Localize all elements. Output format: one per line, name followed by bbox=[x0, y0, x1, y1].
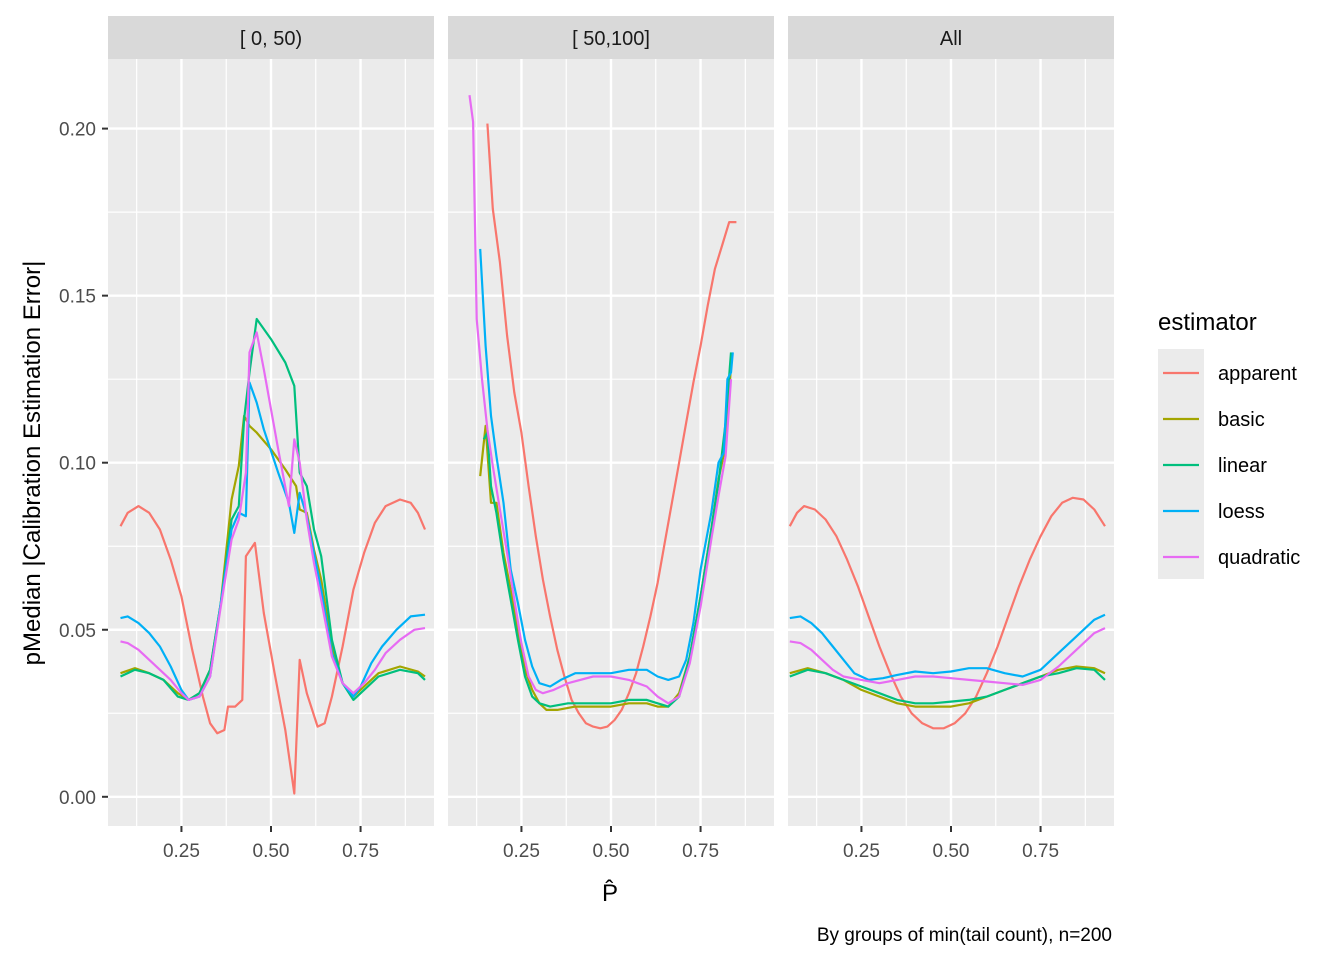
caption: By groups of min(tail count), n=200 bbox=[817, 925, 1112, 946]
series-line-loess bbox=[479, 248, 734, 688]
y-axis-title: pMedian |Calibration Estimation Error| bbox=[19, 261, 46, 666]
series-lines bbox=[788, 496, 1106, 730]
y-tick-label: 0.20 bbox=[59, 120, 96, 141]
series-line-linear bbox=[120, 317, 426, 701]
series-lines bbox=[119, 317, 427, 795]
facet-panels: [ 0, 50) 0.25 0.50 0.75 [ 50,100] 0.25 0.50 0.7… bbox=[108, 16, 1114, 862]
series-line-quadratic bbox=[120, 331, 426, 701]
series-lines bbox=[468, 95, 737, 730]
series-line-apparent bbox=[119, 498, 427, 795]
legend: estimator apparent basic linear loess quadra… bbox=[1158, 309, 1300, 579]
series-line-quadratic bbox=[789, 627, 1106, 686]
y-tick-label: 0.15 bbox=[59, 287, 96, 308]
x-tick-label: 0.50 bbox=[593, 841, 630, 862]
legend-entry: quadratic bbox=[1163, 547, 1300, 569]
series-line-apparent bbox=[486, 123, 737, 730]
facet-strip-label: [ 0, 50) bbox=[240, 28, 302, 50]
x-tick-label: 0.25 bbox=[163, 841, 200, 862]
facet-panel: All 0.25 0.50 0.75 bbox=[788, 16, 1114, 862]
facet-strip bbox=[448, 16, 774, 59]
y-tick-label: 0.05 bbox=[59, 621, 96, 642]
facet-panel: [ 50,100] 0.25 0.50 0.75 bbox=[448, 16, 774, 862]
legend-label: loess bbox=[1218, 501, 1265, 523]
facet-panel: [ 0, 50) 0.25 0.50 0.75 bbox=[108, 16, 434, 862]
y-tick-label: 0.00 bbox=[59, 788, 96, 809]
legend-label: basic bbox=[1218, 409, 1265, 431]
x-tick-label: 0.25 bbox=[503, 841, 540, 862]
legend-entries: apparent basic linear loess quadratic bbox=[1163, 363, 1300, 569]
facet-strip-label: [ 50,100] bbox=[572, 28, 650, 50]
y-axis-title-text: pMedian |Calibration Estimation Error| bbox=[19, 261, 46, 666]
x-tick-label: 0.75 bbox=[682, 841, 719, 862]
x-tick-label: 0.25 bbox=[843, 841, 880, 862]
facet-strip bbox=[108, 16, 434, 59]
y-tick-label: 0.10 bbox=[59, 454, 96, 475]
series-line-linear bbox=[789, 667, 1106, 705]
y-axis-ticks: 0.00 0.05 0.10 0.15 0.20 bbox=[59, 120, 108, 809]
x-tick-label: 0.75 bbox=[1022, 841, 1059, 862]
series-line-linear bbox=[482, 352, 733, 708]
legend-entry: linear bbox=[1163, 455, 1267, 477]
facet-strip bbox=[788, 16, 1114, 59]
series-line-apparent bbox=[788, 496, 1106, 730]
legend-label: apparent bbox=[1218, 363, 1297, 385]
facet-strip-label: All bbox=[940, 28, 962, 50]
legend-label: linear bbox=[1218, 455, 1267, 477]
x-tick-label: 0.50 bbox=[933, 841, 970, 862]
legend-entry: basic bbox=[1163, 409, 1265, 431]
legend-entry: loess bbox=[1163, 501, 1265, 523]
series-line-quadratic bbox=[468, 95, 733, 705]
x-tick-label: 0.75 bbox=[342, 841, 379, 862]
x-tick-label: 0.50 bbox=[253, 841, 290, 862]
legend-entry: apparent bbox=[1163, 363, 1297, 385]
series-line-loess bbox=[789, 613, 1106, 681]
x-axis-title: P̂ bbox=[602, 879, 618, 907]
legend-label: quadratic bbox=[1218, 547, 1300, 569]
legend-title: estimator bbox=[1158, 309, 1257, 336]
